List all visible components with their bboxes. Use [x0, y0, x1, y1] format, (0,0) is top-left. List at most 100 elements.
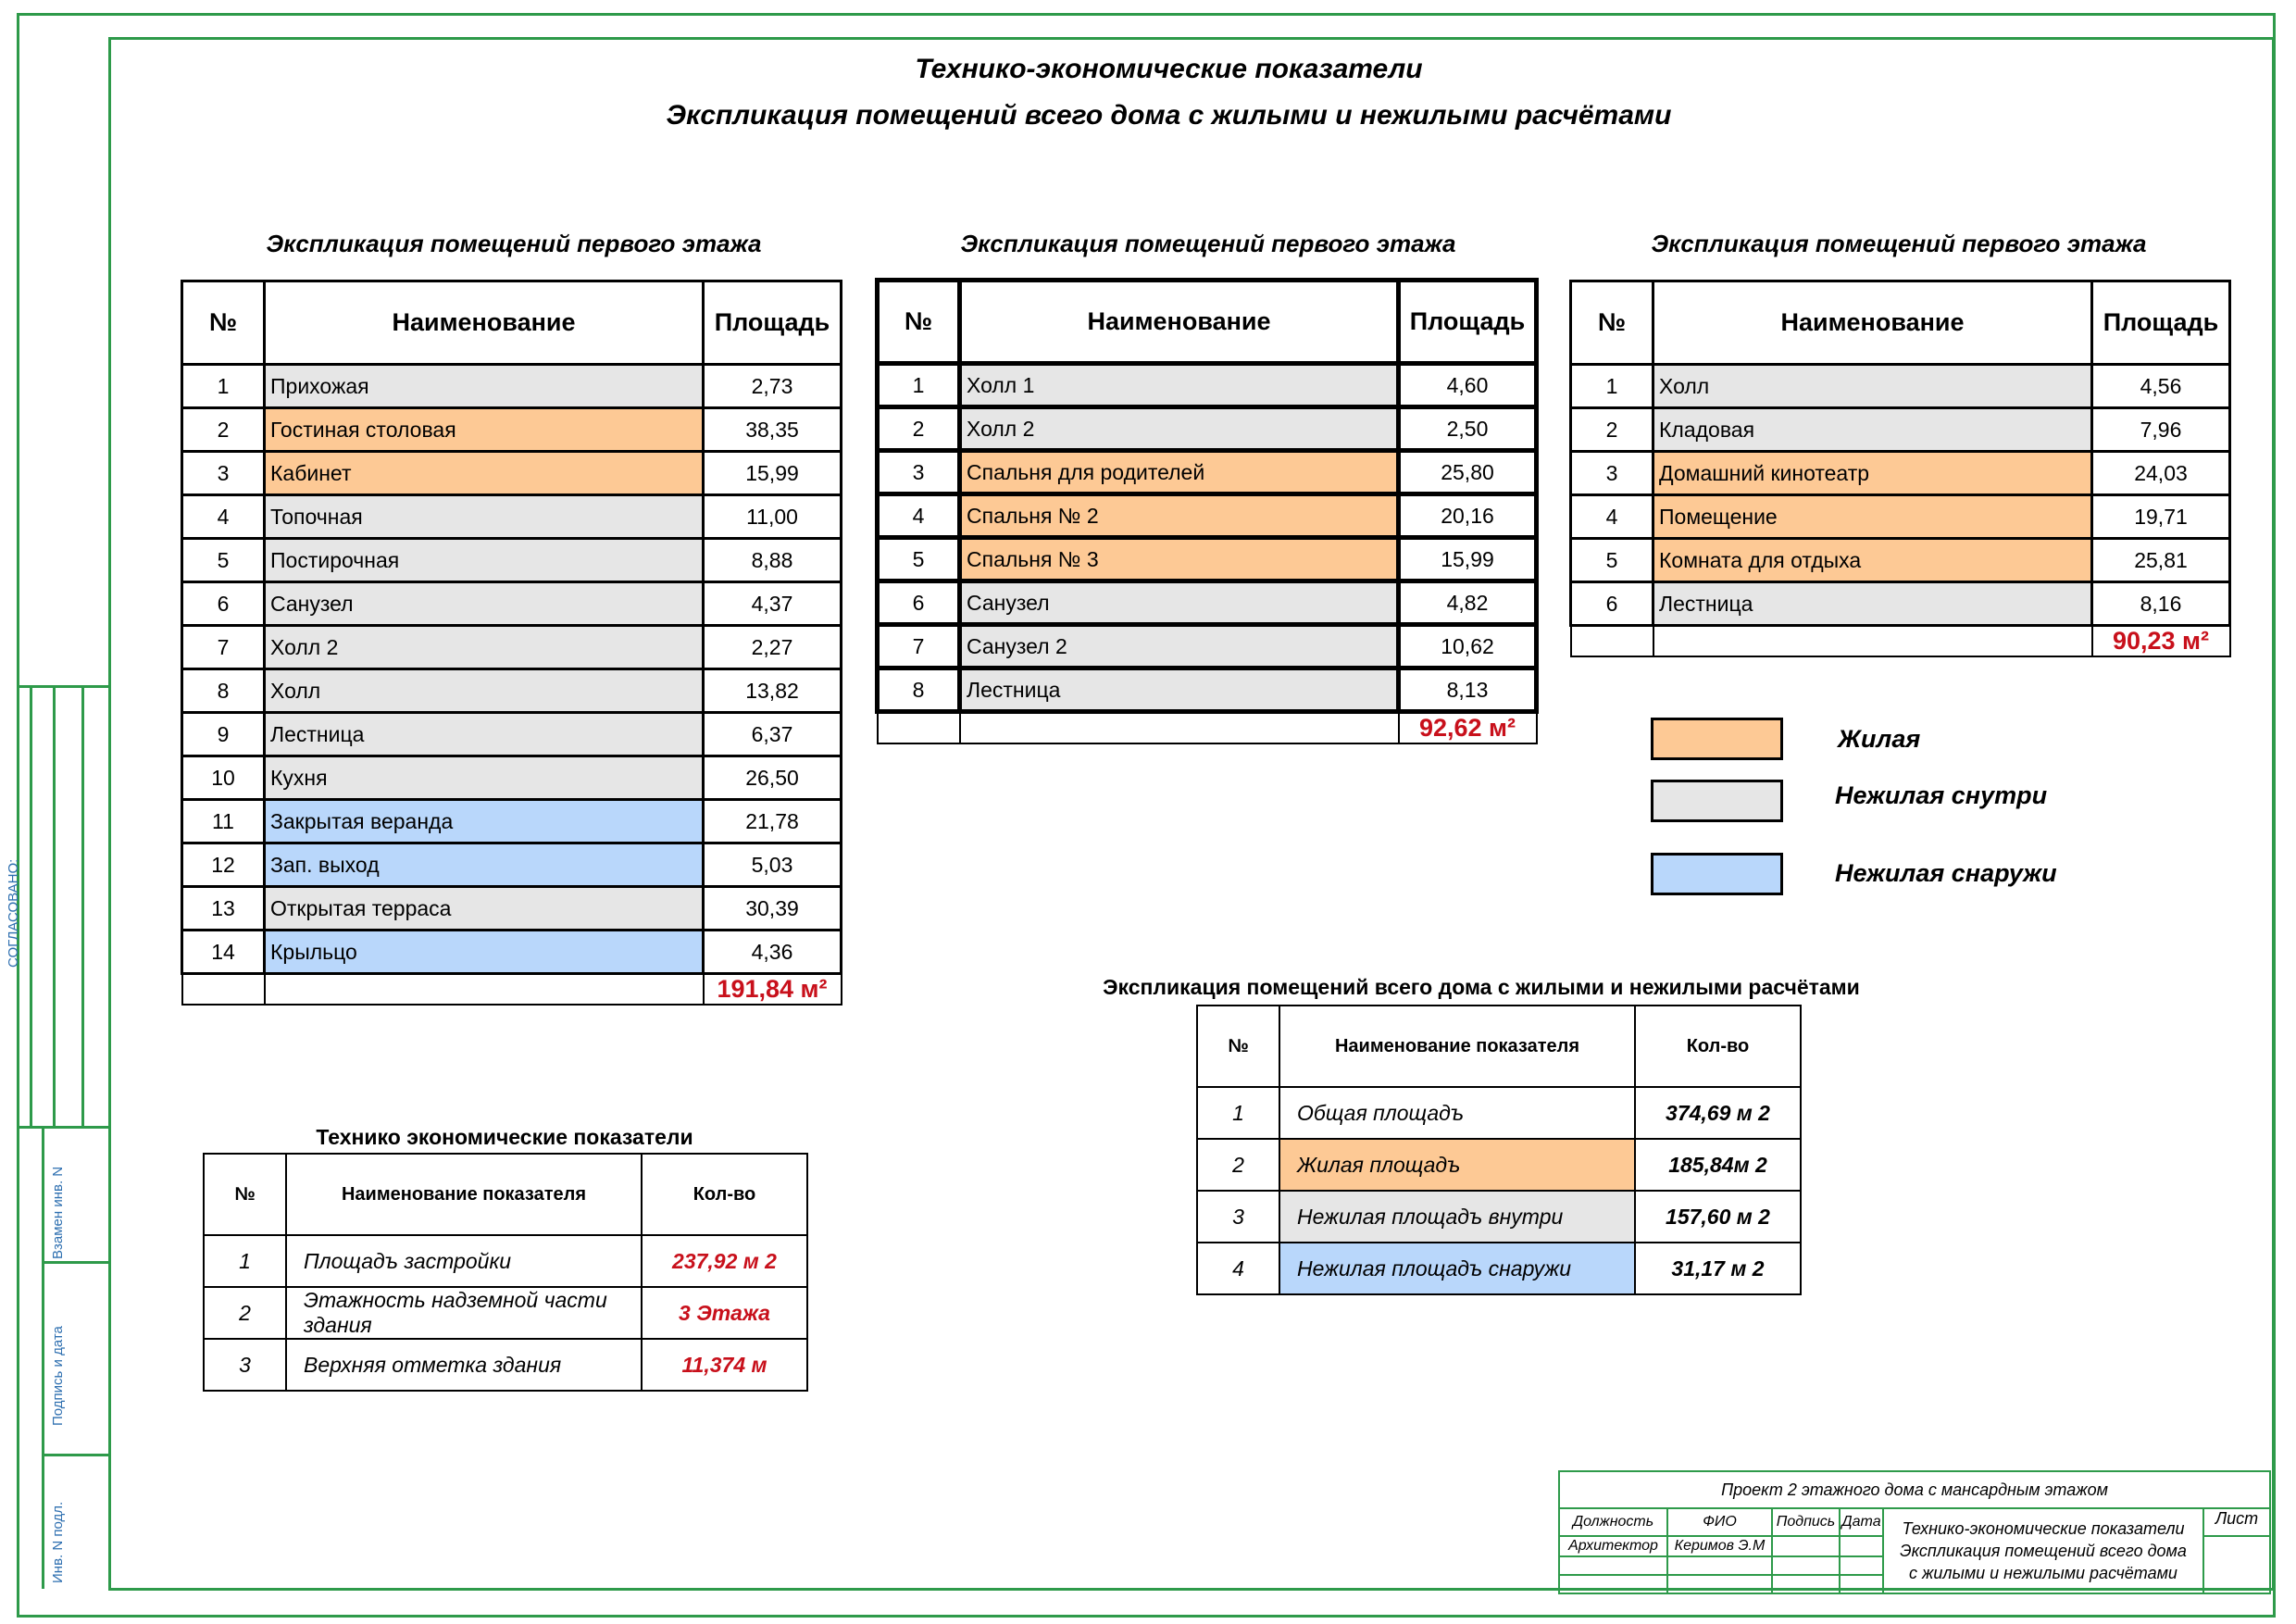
table-row: 7 Санузел 2 10,62: [875, 622, 1539, 670]
table-row: 10 Кухня 26,50: [181, 755, 842, 801]
room-name: Кладовая: [1652, 406, 2093, 453]
total-row: 92,62 м²: [876, 710, 1538, 744]
stamp-name-header: ФИО: [1666, 1507, 1773, 1537]
room-name: Кабинет: [263, 450, 705, 496]
legend-label-residential: Жилая: [1838, 725, 1921, 753]
room-name: Лестница: [1652, 581, 2093, 627]
room-name: Лестница: [263, 711, 705, 757]
tep-table: № Наименование показателя Кол-во 1 Площад…: [203, 1153, 808, 1392]
tep-name-header: Наименование показателя: [285, 1153, 643, 1236]
room-area: 15,99: [1396, 535, 1539, 583]
legend-swatch-outside: [1651, 853, 1783, 895]
col-area-header: Площадь: [2090, 280, 2231, 366]
table1-caption: Экспликация помещений первого этажа: [266, 230, 762, 257]
indicator-value: 11,374 м: [641, 1338, 808, 1392]
room-area: 4,60: [1396, 361, 1539, 409]
tep-no-header: №: [203, 1153, 287, 1236]
stamp-date-header: Дата: [1839, 1507, 1884, 1537]
table-row: 2 Жилая площадъ 185,84м 2: [1196, 1138, 1802, 1192]
row-number: 6: [181, 581, 266, 627]
stamp-cell: [1839, 1574, 1884, 1594]
stamp-doc-line3: с жилыми и нежилыми расчётами: [1909, 1564, 2177, 1582]
room-name: Прихожая: [263, 363, 705, 409]
room-name: Санузел 2: [957, 622, 1401, 670]
row-number: 2: [1196, 1138, 1280, 1192]
table3: № Наименование Площадь 1 Холл 4,56 2 Кладова…: [1569, 280, 2231, 657]
stamp-cell: [1771, 1574, 1841, 1594]
row-number: 2: [1569, 406, 1654, 453]
table-row: 14 Крыльцо 4,36: [181, 929, 842, 975]
table2-caption: Экспликация помещений первого этажа: [960, 230, 1456, 257]
room-area: 4,56: [2090, 363, 2231, 409]
room-area: 4,37: [702, 581, 842, 627]
stamp-cell: [1839, 1555, 1884, 1576]
room-area: 24,03: [2090, 450, 2231, 496]
row-number: 3: [1569, 450, 1654, 496]
room-area: 26,50: [702, 755, 842, 801]
stamp-cell: [1666, 1574, 1773, 1594]
room-area: 2,73: [702, 363, 842, 409]
col-name-header: Наименование: [957, 278, 1401, 366]
room-area: 8,13: [1396, 666, 1539, 714]
title-block: Проект 2 этажного дома с мансардным этаж…: [1557, 1470, 2272, 1594]
stamp-project: Проект 2 этажного дома с мансардным этаж…: [1557, 1470, 2272, 1509]
room-area: 20,16: [1396, 492, 1539, 540]
indicator-value: 237,92 м 2: [641, 1234, 808, 1288]
agreed-label: СОГЛАСОВАНО:: [6, 858, 21, 968]
total-empty-cell: [876, 710, 961, 744]
row-number: 9: [181, 711, 266, 757]
indicator-name: Общая площадъ: [1279, 1086, 1636, 1140]
indicator-value: 31,17 м 2: [1634, 1242, 1802, 1295]
row-number: 5: [1569, 537, 1654, 583]
indicator-name: Нежилая площадъ внутри: [1279, 1190, 1636, 1243]
table-row: 6 Санузел 4,82: [875, 579, 1539, 627]
room-area: 5,03: [702, 842, 842, 888]
table-row: 3 Кабинет 15,99: [181, 450, 842, 496]
col-no-header: №: [181, 280, 266, 366]
total-empty-cell: [181, 972, 266, 1006]
legend-swatch-inside: [1651, 780, 1783, 822]
table-row: 7 Холл 2 2,27: [181, 624, 842, 670]
row-number: 14: [181, 929, 266, 975]
room-name: Санузел: [263, 581, 705, 627]
side-divider: [17, 1126, 109, 1129]
row-number: 8: [875, 666, 962, 714]
table-row: 3 Верхняя отметка здания 11,374 м: [203, 1338, 808, 1392]
room-name: Холл 2: [957, 405, 1401, 453]
col-no-header: №: [875, 278, 962, 366]
room-area: 15,99: [702, 450, 842, 496]
row-number: 10: [181, 755, 266, 801]
indicator-name: Площадъ застройки: [285, 1234, 643, 1288]
table1: № Наименование Площадь 1 Прихожая 2,73 2 Гос…: [181, 280, 842, 1006]
tep-caption: Технико экономические показатели: [316, 1125, 693, 1149]
table-row: 9 Лестница 6,37: [181, 711, 842, 757]
table2: № Наименование Площадь 1 Холл 1 4,60 2 Холл …: [875, 278, 1539, 744]
table-row: 4 Топочная 11,00: [181, 493, 842, 540]
row-number: 7: [181, 624, 266, 670]
tep-value-header: Кол-во: [641, 1153, 808, 1236]
side-divider: [17, 685, 109, 688]
room-name: Крыльцо: [263, 929, 705, 975]
table-row: 3 Нежилая площадъ внутри 157,60 м 2: [1196, 1190, 1802, 1243]
row-number: 1: [1196, 1086, 1280, 1140]
side-divider: [42, 1454, 108, 1456]
row-number: 13: [181, 885, 266, 931]
room-area: 8,88: [702, 537, 842, 583]
room-name: Закрытая веранда: [263, 798, 705, 844]
room-name: Комната для отдыха: [1652, 537, 2093, 583]
table3-caption: Экспликация помещений первого этажа: [1651, 230, 2147, 257]
summary-value-header: Кол-во: [1634, 1005, 1802, 1088]
inv-label: Инв. N подл.: [50, 1501, 66, 1583]
table-row: 4 Спальня № 2 20,16: [875, 492, 1539, 540]
side-divider: [81, 685, 84, 1128]
col-name-header: Наименование: [1652, 280, 2093, 366]
table-row: 8 Лестница 8,13: [875, 666, 1539, 714]
room-area: 7,96: [2090, 406, 2231, 453]
stamp-person: Керимов Э.М: [1666, 1535, 1773, 1557]
room-name: Лестница: [957, 666, 1401, 714]
indicator-name: Этажность надземной части здания: [285, 1286, 643, 1340]
indicator-value: 185,84м 2: [1634, 1138, 1802, 1192]
row-number: 1: [875, 361, 962, 409]
table-row: 5 Комната для отдыха 25,81: [1569, 537, 2231, 583]
table-row: 2 Гостиная столовая 38,35: [181, 406, 842, 453]
